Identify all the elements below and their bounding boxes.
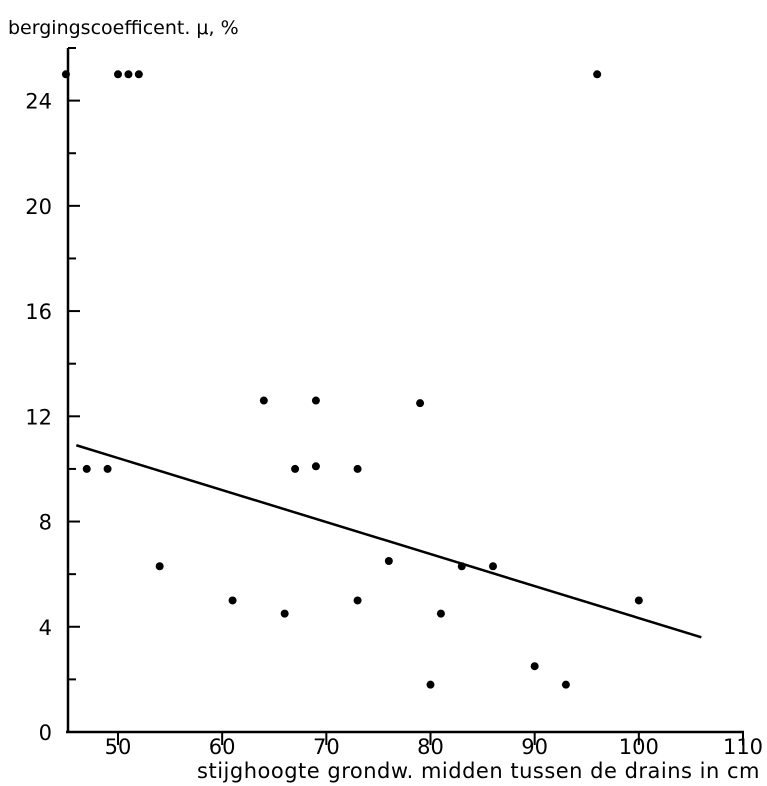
y-tick-label: 20 [25,195,52,219]
data-point [353,596,362,605]
x-tick-label: 70 [313,735,340,759]
y-tick-label: 8 [39,511,52,535]
data-point [61,70,70,79]
data-point [489,562,497,571]
x-tick-label: 50 [105,735,132,759]
data-point [416,399,425,408]
x-ticks: 50 60 70 80 90 100 110 [105,732,763,759]
y-tick-label: 0 [39,721,52,745]
x-tick-label: 110 [723,735,763,759]
data-point [634,596,643,605]
data-point [259,396,268,405]
data-point [114,70,122,79]
data-point [457,562,466,571]
x-axis-label: stijghoogte grondw. midden tussen de dra… [197,759,760,783]
y-tick-label: 24 [25,90,52,114]
x-tick-label: 100 [619,735,659,759]
data-point [155,562,164,571]
data-point [134,70,143,79]
data-point [280,609,289,618]
y-tick-label: 12 [25,405,52,429]
data-point [82,464,91,473]
data-point [384,557,393,565]
data-point [561,680,570,689]
data-point [436,609,445,618]
data-point [311,462,320,471]
data-point [593,70,602,79]
data-point [311,396,320,405]
y-axis-label: bergingscoefficent. μ, % [8,17,239,39]
x-tick-label: 80 [417,735,444,759]
data-point [103,464,112,473]
y-tick-label: 4 [39,616,52,640]
data-point [530,662,539,671]
data-point [353,464,362,473]
data-point [291,464,300,473]
data-points [61,70,643,689]
trend-line [75,444,702,639]
y-tick-label: 16 [25,300,52,324]
data-point [426,680,435,689]
y-ticks: 0 4 8 12 16 20 24 [25,47,80,745]
data-point [228,596,237,605]
x-tick-label: 60 [209,735,236,759]
data-point [124,70,133,79]
x-tick-label: 90 [521,735,548,759]
